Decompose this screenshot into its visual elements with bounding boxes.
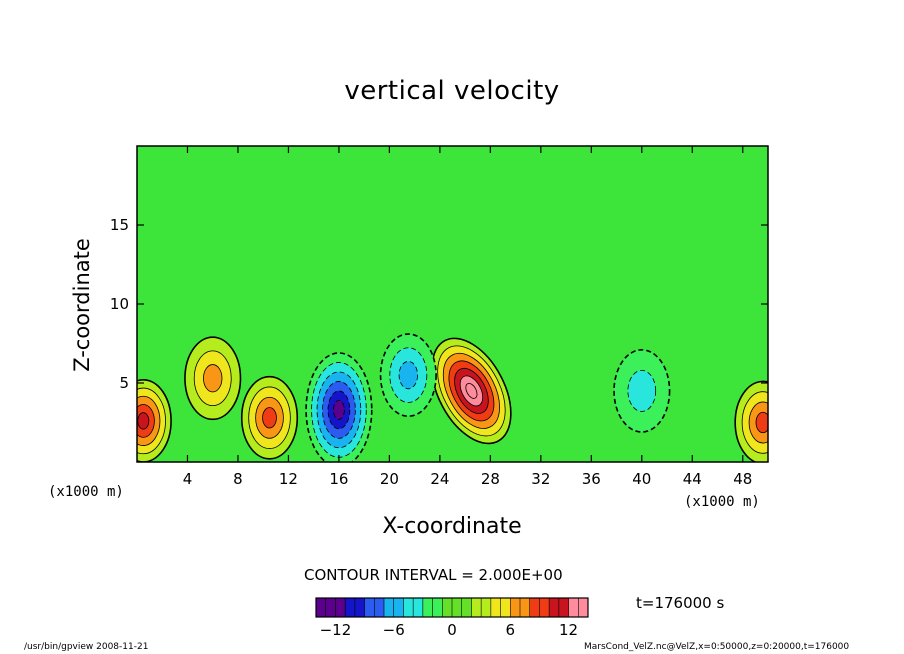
footer-program-date: /usr/bin/gpview 2008-11-21 (24, 642, 149, 652)
x-tick-label: 4 (183, 470, 193, 488)
colorbar-segment (549, 598, 560, 617)
contour-level (627, 369, 657, 412)
contour-level (262, 407, 277, 429)
colorbar-tick-label: −12 (320, 621, 352, 639)
x-tick-label: 32 (531, 470, 550, 488)
updraft-cell-4 (184, 336, 242, 421)
x-tick-label: 16 (329, 470, 348, 488)
contour-level (755, 411, 768, 434)
x-tick-label: 12 (279, 470, 298, 488)
contour-level (203, 364, 223, 393)
velocity-field (137, 333, 768, 462)
colorbar-segment (529, 598, 540, 617)
time-label: t=176000 s (636, 594, 725, 612)
colorbar-segment (490, 598, 502, 617)
contour-level (465, 382, 478, 399)
colorbar: −12 −6 0 6 12 (315, 597, 589, 639)
colorbar-segment (354, 598, 366, 617)
x-tick-label: 48 (733, 470, 752, 488)
colorbar-segment (510, 598, 521, 617)
colorbar-segment (442, 598, 453, 617)
contour-level (137, 412, 150, 430)
colorbar-segment (345, 598, 356, 617)
colorbar-segment (558, 598, 570, 617)
x-tick-label: 8 (233, 470, 243, 488)
colorbar-segment (520, 598, 531, 617)
x-tick-label: 28 (481, 470, 500, 488)
updraft-cell-0 (431, 337, 512, 445)
colorbar-frame (315, 597, 589, 618)
downdraft-cell-6 (379, 333, 437, 417)
colorbar-segment (316, 598, 327, 617)
colorbar-tick-label: 6 (506, 621, 516, 639)
y-axis-unit-label: (x1000 m) (48, 484, 124, 500)
colorbar-segment (452, 598, 463, 617)
footer-data-source: MarsCond_VelZ.nc@VelZ,x=0:50000,z=0:2000… (584, 642, 850, 652)
downdraft-cell-7 (613, 349, 671, 433)
colorbar-segment (403, 598, 414, 617)
y-tick-label: 15 (110, 216, 129, 234)
contour-interval-label: CONTOUR INTERVAL = 2.000E+00 (304, 566, 563, 584)
colorbar-tick-label: 12 (559, 621, 578, 639)
x-axis-label: X-coordinate (382, 514, 522, 539)
x-tick-label: 40 (632, 470, 651, 488)
colorbar-tick-label: −6 (383, 621, 405, 639)
y-tick-label: 10 (110, 295, 129, 313)
colorbar-segment (500, 598, 511, 617)
colorbar-segment (422, 598, 434, 617)
updraft-cell-2 (240, 375, 299, 460)
colorbar-segment (568, 598, 579, 617)
downdraft-cell-1 (305, 352, 373, 462)
x-tick-label: 44 (683, 470, 702, 488)
colorbar-segment (413, 598, 424, 617)
contour-level (398, 361, 418, 390)
x-tick-label: 24 (430, 470, 449, 488)
colorbar-segment (539, 598, 550, 617)
x-axis-unit-label: (x1000 m) (684, 494, 760, 510)
colorbar-segment (374, 598, 385, 617)
colorbar-segment (384, 598, 395, 617)
colorbar-segment (325, 598, 336, 617)
updraft-cell-3 (137, 379, 172, 462)
x-tick-label: 36 (582, 470, 601, 488)
colorbar-tick-label: 0 (447, 621, 457, 639)
x-tick-label: 20 (380, 470, 399, 488)
updraft-cell-5 (734, 380, 768, 462)
colorbar-segment (335, 598, 346, 617)
colorbar-segment (364, 598, 375, 617)
chart-title: vertical velocity (344, 76, 560, 106)
colorbar-segment (393, 598, 404, 617)
colorbar-segment (471, 598, 482, 617)
colorbar-segment (481, 598, 492, 617)
colorbar-segment (461, 598, 472, 617)
colorbar-segment (432, 598, 443, 617)
y-tick-label: 5 (119, 374, 129, 392)
colorbar-segment (578, 598, 589, 617)
contour-level (333, 399, 345, 420)
